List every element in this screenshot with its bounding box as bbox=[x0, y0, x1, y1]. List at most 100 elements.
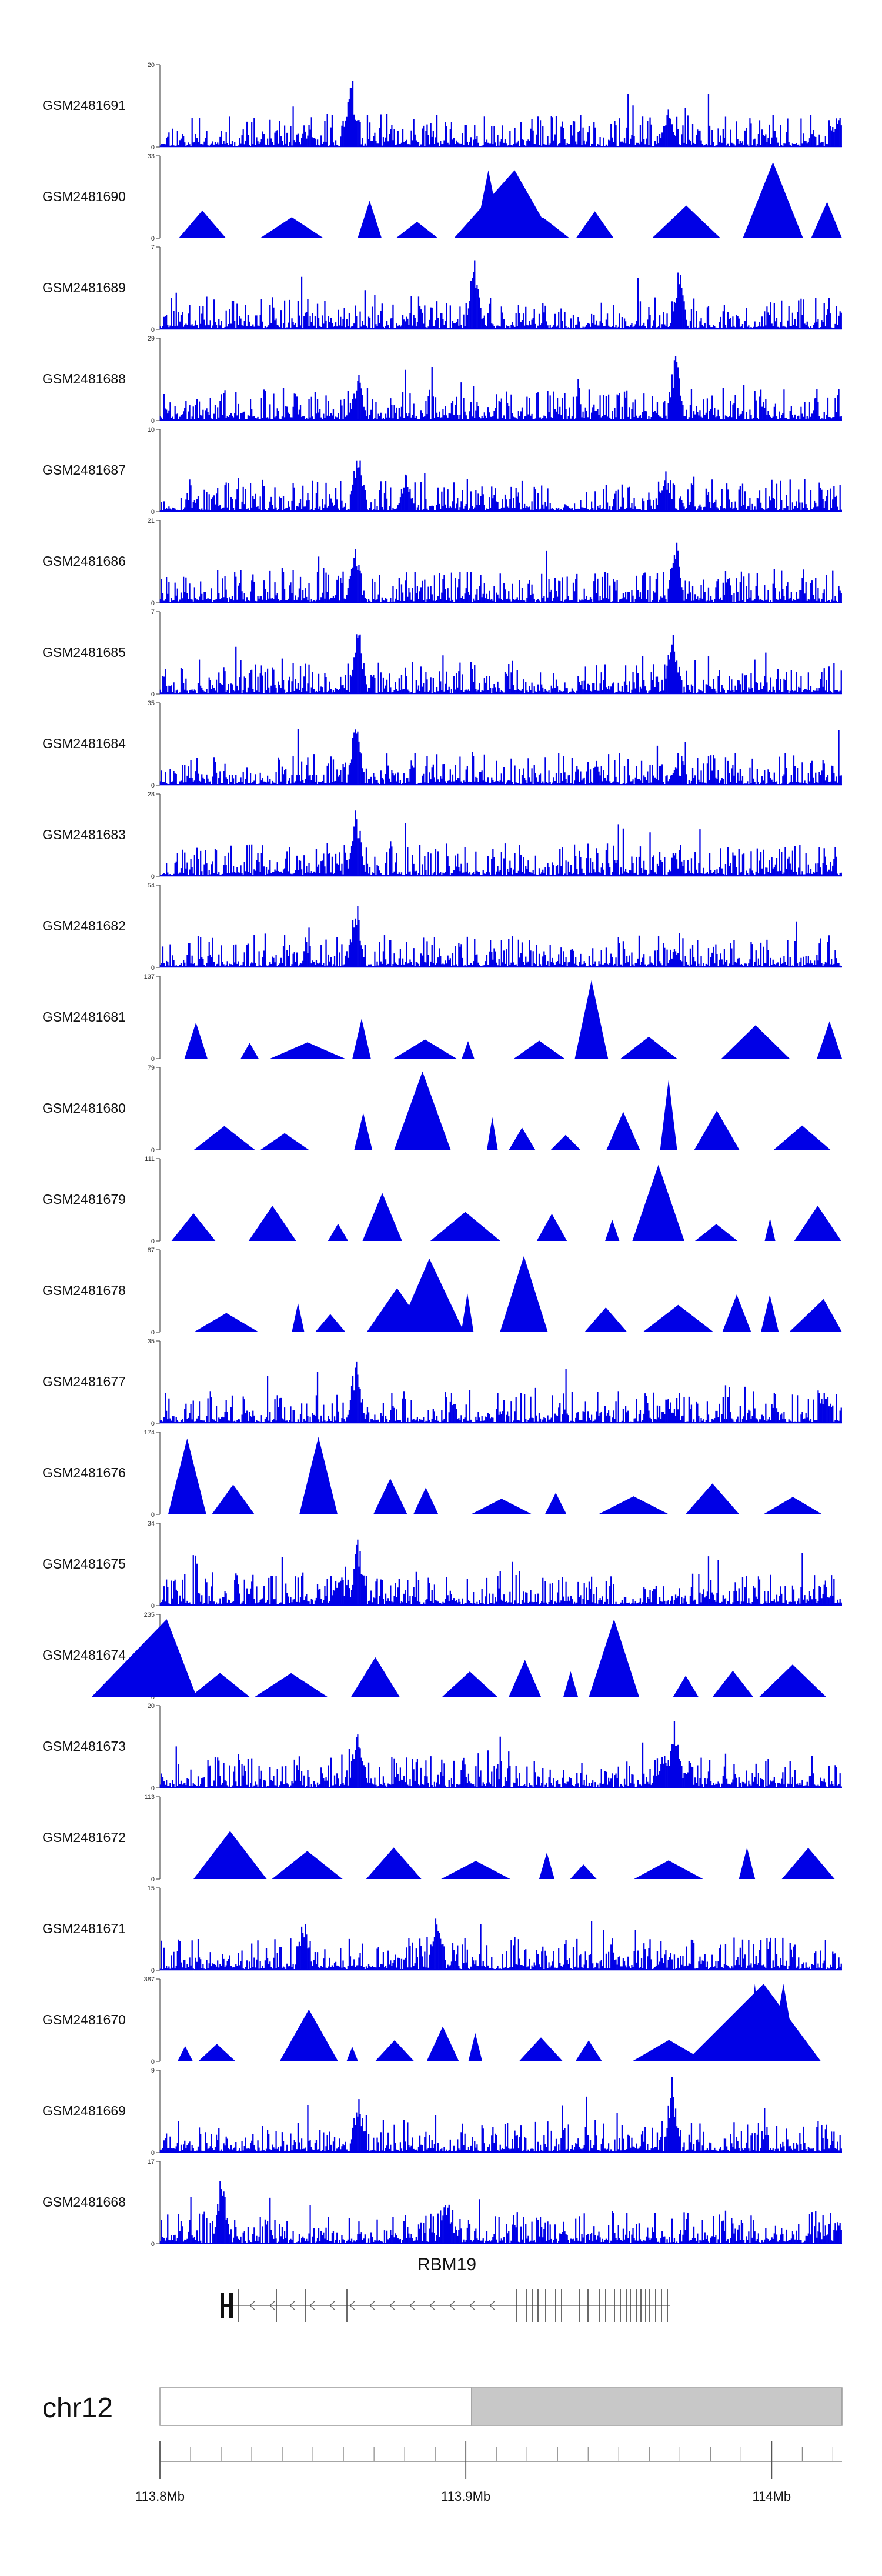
coverage-peak bbox=[358, 201, 382, 238]
strand-arrow bbox=[289, 2300, 296, 2311]
coverage-peak bbox=[694, 1110, 740, 1150]
coverage-peak bbox=[352, 1019, 371, 1059]
axis-tick-label: 114Mb bbox=[753, 2489, 791, 2504]
y-max-label: 20 bbox=[148, 1703, 155, 1710]
track-label: GSM2481672 bbox=[42, 1830, 126, 1845]
track-label: GSM2481684 bbox=[42, 736, 126, 751]
coverage-peak bbox=[685, 1483, 740, 1514]
y-max-label: 29 bbox=[148, 335, 155, 342]
y-min-label: 0 bbox=[151, 1511, 155, 1519]
y-min-label: 0 bbox=[151, 235, 155, 242]
strand-arrow bbox=[249, 2300, 256, 2311]
strand-arrow bbox=[329, 2300, 336, 2311]
coverage-peak bbox=[817, 1021, 842, 1059]
strand-arrow bbox=[469, 2300, 476, 2311]
y-min-label: 0 bbox=[151, 2150, 155, 2157]
coverage-peak bbox=[570, 1864, 597, 1879]
coverage-signal bbox=[159, 729, 842, 786]
track-label: GSM2481683 bbox=[42, 827, 126, 842]
track-label: GSM2481677 bbox=[42, 1374, 126, 1389]
coverage-signal bbox=[159, 810, 842, 877]
coverage-track: 235 0 bbox=[92, 1611, 826, 1701]
y-max-label: 21 bbox=[148, 518, 155, 525]
chromosome-name: chr12 bbox=[42, 2393, 113, 2424]
coverage-peak bbox=[461, 1293, 474, 1332]
coverage-peak bbox=[576, 211, 614, 238]
strand-arrow bbox=[369, 2300, 376, 2311]
coverage-track: 35 0 bbox=[148, 1338, 842, 1427]
coverage-track: 70 bbox=[151, 609, 842, 698]
track-label: GSM2481671 bbox=[42, 1921, 126, 1936]
coverage-peak bbox=[470, 1499, 533, 1514]
y-max-label: 7 bbox=[151, 609, 155, 616]
coverage-peak bbox=[721, 1025, 790, 1059]
coverage-peak bbox=[193, 1126, 255, 1150]
coverage-peak bbox=[190, 1673, 250, 1697]
coverage-peak bbox=[539, 1853, 555, 1879]
coverage-peak bbox=[255, 1673, 328, 1697]
coverage-peak bbox=[397, 1258, 465, 1332]
y-min-label: 0 bbox=[151, 1876, 155, 1883]
gene-utr bbox=[224, 2304, 229, 2307]
coverage-peak bbox=[248, 1206, 296, 1241]
coverage-peak bbox=[393, 1039, 457, 1059]
coverage-peak bbox=[373, 1478, 407, 1514]
coverage-peak bbox=[328, 1223, 349, 1241]
track-label: GSM2481668 bbox=[42, 2194, 126, 2210]
track-label: GSM2481680 bbox=[42, 1100, 126, 1116]
y-max-label: 33 bbox=[148, 153, 155, 160]
coverage-peak bbox=[171, 1213, 216, 1241]
strand-arrow bbox=[409, 2300, 416, 2311]
coverage-signal bbox=[159, 260, 842, 330]
y-min-label: 0 bbox=[151, 600, 155, 607]
y-min-label: 0 bbox=[151, 965, 155, 972]
coverage-peak bbox=[193, 1831, 267, 1879]
coverage-peak bbox=[394, 1071, 451, 1150]
y-min-label: 0 bbox=[151, 2058, 155, 2066]
coverage-peak bbox=[634, 1860, 703, 1879]
y-max-label: 9 bbox=[151, 2067, 155, 2074]
coverage-track: 20 0 bbox=[148, 62, 842, 151]
gene-name: RBM19 bbox=[417, 2255, 476, 2274]
y-max-label: 35 bbox=[148, 1338, 155, 1345]
genome-axis: 113.8Mb 113.9Mb 114Mb bbox=[135, 2441, 842, 2504]
y-min-label: 0 bbox=[151, 326, 155, 333]
axis-tick-label: 113.9Mb bbox=[441, 2489, 490, 2504]
y-min-label: 0 bbox=[151, 1694, 155, 1701]
gene-exon bbox=[221, 2293, 224, 2318]
track-label: GSM2481669 bbox=[42, 2103, 126, 2118]
coverage-peak bbox=[168, 1438, 206, 1514]
coverage-track: 21 0 bbox=[148, 518, 842, 607]
coverage-peak bbox=[299, 1437, 338, 1514]
y-min-label: 0 bbox=[151, 1238, 155, 1245]
strand-arrow bbox=[309, 2300, 316, 2311]
coverage-peak bbox=[315, 1314, 346, 1332]
strand-arrow bbox=[449, 2300, 456, 2311]
coverage-signal bbox=[159, 1539, 842, 1606]
axis-tick-label: 113.8Mb bbox=[135, 2489, 185, 2504]
y-max-label: 54 bbox=[148, 882, 155, 889]
coverage-peak bbox=[454, 170, 554, 238]
coverage-track: 54 0 bbox=[148, 882, 842, 972]
coverage-peak bbox=[270, 1042, 345, 1059]
coverage-track: 87 0 bbox=[148, 1247, 842, 1336]
coverage-track: 387 0 bbox=[144, 1976, 821, 2066]
y-min-label: 0 bbox=[151, 509, 155, 516]
track-label: GSM2481687 bbox=[42, 462, 126, 478]
y-max-label: 174 bbox=[144, 1429, 155, 1436]
y-min-label: 0 bbox=[151, 873, 155, 880]
coverage-track: 35 0 bbox=[148, 700, 842, 789]
strand-arrow bbox=[389, 2300, 396, 2311]
track-label: GSM2481686 bbox=[42, 553, 126, 569]
coverage-track: 33 0 bbox=[148, 153, 842, 242]
coverage-peak bbox=[240, 1043, 259, 1059]
y-max-label: 79 bbox=[148, 1065, 155, 1072]
coverage-track: 70 bbox=[151, 244, 842, 333]
coverage-signal bbox=[159, 1918, 842, 1971]
y-max-label: 87 bbox=[148, 1247, 155, 1254]
strand-arrow bbox=[489, 2300, 496, 2311]
coverage-peak bbox=[178, 210, 226, 238]
coverage-peak bbox=[509, 1660, 541, 1697]
